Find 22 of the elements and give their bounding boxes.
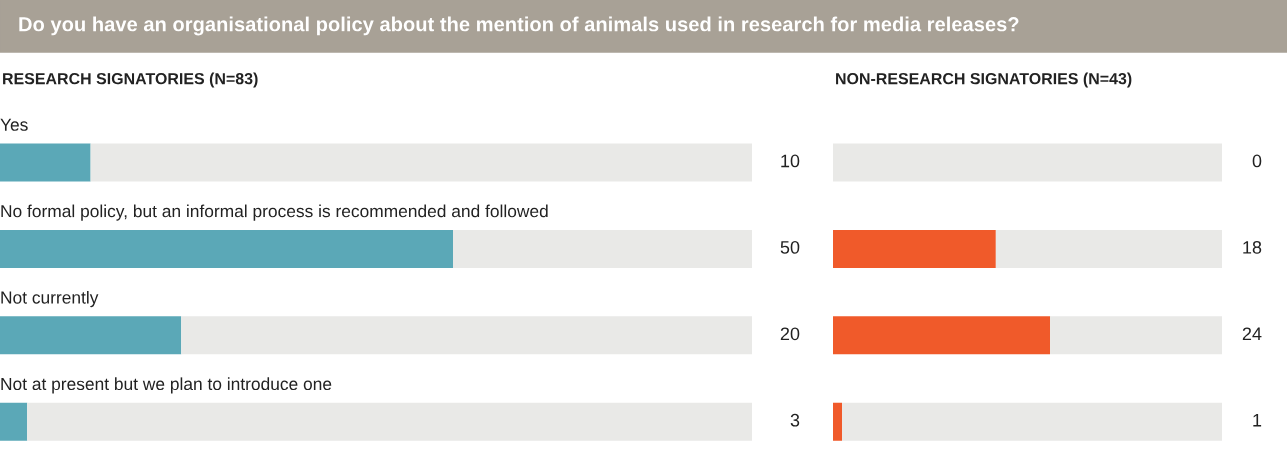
chart-subtitle: NON-RESEARCH SIGNATORIES (N=43) — [836, 72, 1132, 88]
category-label: No formal policy, but an informal process is recommended and followed — [1, 204, 548, 221]
bar — [842, 402, 1222, 441]
category-label: Yes — [0, 118, 28, 131]
data-label: 1 — [1253, 414, 1262, 427]
bar — [833, 402, 843, 441]
data-label: 3 — [790, 413, 800, 427]
data-label: 50 — [780, 240, 800, 254]
category-label: Not currently — [1, 290, 99, 308]
category-label: Not at present but we plan to introduce one — [1, 377, 332, 394]
data-label: 18 — [1243, 240, 1262, 254]
bar — [833, 229, 996, 268]
chart-subtitle: RESEARCH SIGNATORIES (N=83) — [3, 72, 258, 88]
data-label: 24 — [1242, 327, 1262, 340]
bar — [995, 229, 1222, 268]
data-label: 20 — [780, 327, 800, 341]
chart-title: Do you have an organisational policy about the mention of animals used in research for media releases? — [19, 16, 1019, 36]
data-label: 0 — [1252, 154, 1262, 168]
bar — [833, 316, 1051, 355]
bar — [833, 143, 1222, 182]
data-label: 10 — [781, 154, 800, 168]
bar — [1050, 316, 1222, 355]
